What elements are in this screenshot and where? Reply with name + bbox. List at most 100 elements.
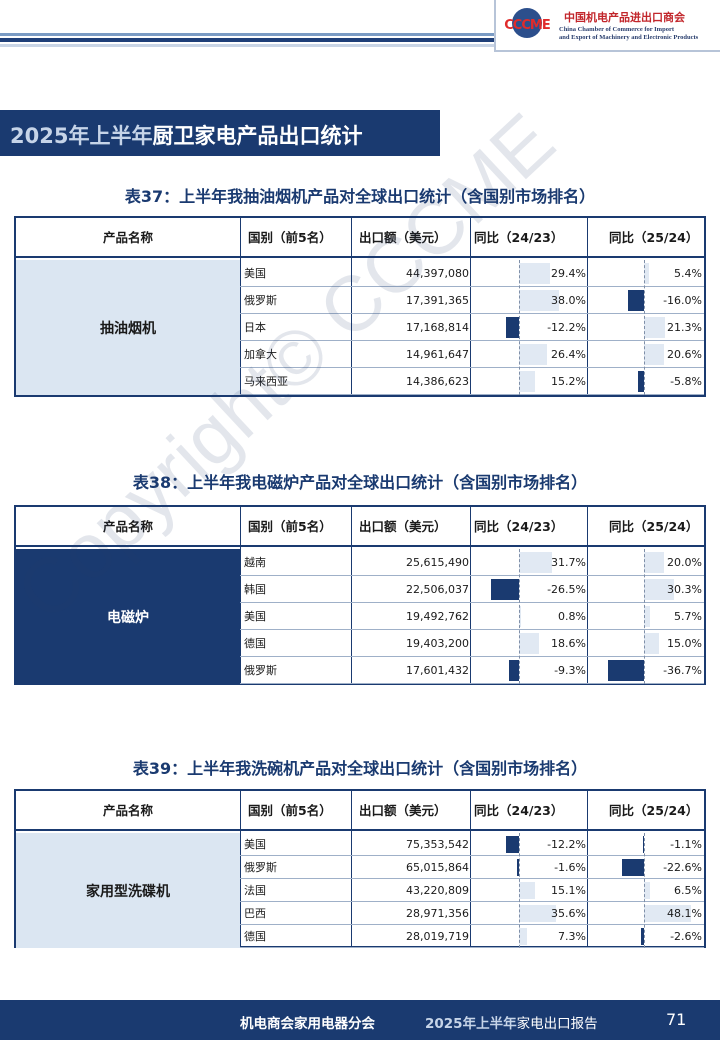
- table-row: 韩国 22,506,037 -26.5% 30.3%: [240, 576, 704, 603]
- yoy-25-24-cell: -36.7%: [663, 664, 702, 677]
- column-divider: [587, 218, 588, 395]
- product-name-cell: 抽油烟机: [16, 260, 240, 395]
- footer: 机电商会家用电器分会 2025年上半年家电出口报告 71: [0, 1000, 720, 1040]
- table-row: 日本 17,168,814 -12.2% 21.3%: [240, 314, 704, 341]
- yoy-24-23-bar: [517, 859, 519, 876]
- yoy-24-23-cell: -12.2%: [547, 838, 586, 851]
- table-row: 俄罗斯 65,015,864 -1.6% -22.6%: [240, 856, 704, 879]
- yoy-25-24-cell: 20.6%: [667, 348, 702, 361]
- export-value-cell: 75,353,542: [406, 838, 469, 851]
- column-divider: [351, 218, 352, 395]
- yoy-25-24-cell: 6.5%: [674, 884, 702, 897]
- column-divider: [240, 507, 241, 684]
- yoy-24-23-bar: [519, 290, 559, 311]
- zero-axis: [644, 549, 645, 684]
- yoy-24-23-bar: [519, 928, 527, 945]
- yoy-24-23-bar: [519, 552, 553, 573]
- yoy-24-23-cell: 31.7%: [551, 556, 586, 569]
- yoy-25-24-cell: 5.7%: [674, 610, 702, 623]
- export-value-cell: 19,492,762: [406, 610, 469, 623]
- page-number: 71: [666, 1010, 687, 1029]
- yoy-24-23-cell: 0.8%: [558, 610, 586, 623]
- country-cell: 加拿大: [244, 348, 277, 361]
- yoy-25-24-bar: [608, 660, 644, 681]
- column-divider: [470, 791, 471, 948]
- product-name-cell: 家用型洗碟机: [16, 833, 240, 948]
- yoy-25-24-bar: [644, 606, 650, 627]
- column-divider: [240, 791, 241, 948]
- yoy-25-24-bar: [644, 552, 664, 573]
- header-yoy-25-24: 同比（25/24）: [609, 803, 699, 818]
- header-value: 出口额（美元）: [359, 803, 447, 818]
- yoy-24-23-cell: 38.0%: [551, 294, 586, 307]
- yoy-25-24-bar: [638, 371, 644, 392]
- yoy-25-24-cell: -5.8%: [670, 375, 702, 388]
- export-value-cell: 14,386,623: [406, 375, 469, 388]
- country-cell: 德国: [244, 930, 266, 943]
- header-value: 出口额（美元）: [359, 230, 447, 245]
- table-header: 产品名称 国别（前5名） 出口额（美元） 同比（24/23） 同比（25/24）: [16, 507, 704, 547]
- export-value-cell: 28,019,719: [406, 930, 469, 943]
- yoy-24-23-bar: [509, 660, 519, 681]
- footer-report: 2025年上半年家电出口报告: [425, 1016, 598, 1032]
- product-name-cell: 电磁炉: [16, 549, 240, 684]
- country-cell: 巴西: [244, 907, 266, 920]
- export-value-cell: 17,601,432: [406, 664, 469, 677]
- org-name-cn: 中国机电产品进出口商会: [564, 11, 685, 24]
- table-header: 产品名称 国别（前5名） 出口额（美元） 同比（24/23） 同比（25/24）: [16, 218, 704, 258]
- column-divider: [587, 791, 588, 948]
- table-row: 巴西 28,971,356 35.6% 48.1%: [240, 902, 704, 925]
- yoy-24-23-cell: 35.6%: [551, 907, 586, 920]
- yoy-25-24-bar: [642, 836, 645, 853]
- table-row: 美国 44,397,080 29.4% 5.4%: [240, 260, 704, 287]
- zero-axis: [644, 833, 645, 948]
- yoy-25-24-cell: -22.6%: [663, 861, 702, 874]
- yoy-25-24-bar: [628, 290, 644, 311]
- org-name-en: China Chamber of Commerce for Import and…: [559, 26, 699, 41]
- country-cell: 俄罗斯: [244, 861, 277, 874]
- header-country: 国别（前5名）: [248, 803, 332, 818]
- header-product: 产品名称: [102, 803, 153, 818]
- country-cell: 法国: [244, 884, 266, 897]
- header-value: 出口额（美元）: [359, 519, 447, 534]
- yoy-24-23-bar: [519, 344, 547, 365]
- export-value-cell: 17,168,814: [406, 321, 469, 334]
- yoy-24-23-cell: -1.6%: [554, 861, 586, 874]
- export-value-cell: 44,397,080: [406, 267, 469, 280]
- header-yoy-24-23: 同比（24/23）: [474, 803, 564, 818]
- yoy-24-23-cell: 7.3%: [558, 930, 586, 943]
- header-country: 国别（前5名）: [248, 230, 332, 245]
- yoy-25-24-cell: 30.3%: [667, 583, 702, 596]
- footer-org: 机电商会家用电器分会: [240, 1016, 375, 1032]
- yoy-25-24-bar: [644, 905, 692, 922]
- yoy-24-23-bar: [506, 836, 519, 853]
- table-row: 法国 43,220,809 15.1% 6.5%: [240, 879, 704, 902]
- table-row: 德国 28,019,719 7.3% -2.6%: [240, 925, 704, 948]
- country-cell: 美国: [244, 610, 266, 623]
- column-divider: [351, 507, 352, 684]
- export-table: 产品名称 国别（前5名） 出口额（美元） 同比（24/23） 同比（25/24） 抽油烟机…: [14, 216, 706, 397]
- yoy-25-24-cell: 48.1%: [667, 907, 702, 920]
- yoy-25-24-bar: [644, 263, 650, 284]
- yoy-25-24-bar: [641, 928, 644, 945]
- country-cell: 俄罗斯: [244, 294, 277, 307]
- yoy-24-23-cell: 15.1%: [551, 884, 586, 897]
- export-value-cell: 28,971,356: [406, 907, 469, 920]
- table-row: 德国 19,403,200 18.6% 15.0%: [240, 630, 704, 657]
- column-divider: [240, 218, 241, 395]
- country-cell: 马来西亚: [244, 375, 288, 388]
- yoy-25-24-cell: -1.1%: [670, 838, 702, 851]
- table-row: 加拿大 14,961,647 26.4% 20.6%: [240, 341, 704, 368]
- yoy-24-23-bar: [506, 317, 519, 338]
- table-row: 美国 19,492,762 0.8% 5.7%: [240, 603, 704, 630]
- yoy-24-23-cell: 15.2%: [551, 375, 586, 388]
- yoy-25-24-cell: 20.0%: [667, 556, 702, 569]
- header-yoy-25-24: 同比（25/24）: [609, 519, 699, 534]
- yoy-24-23-cell: 18.6%: [551, 637, 586, 650]
- table-header: 产品名称 国别（前5名） 出口额（美元） 同比（24/23） 同比（25/24）: [16, 791, 704, 831]
- yoy-24-23-bar: [519, 263, 550, 284]
- yoy-24-23-cell: 29.4%: [551, 267, 586, 280]
- zero-axis: [519, 549, 520, 684]
- table-title: 表37：上半年我抽油烟机产品对全球出口统计（含国别市场排名）: [124, 187, 596, 206]
- zero-axis: [519, 260, 520, 395]
